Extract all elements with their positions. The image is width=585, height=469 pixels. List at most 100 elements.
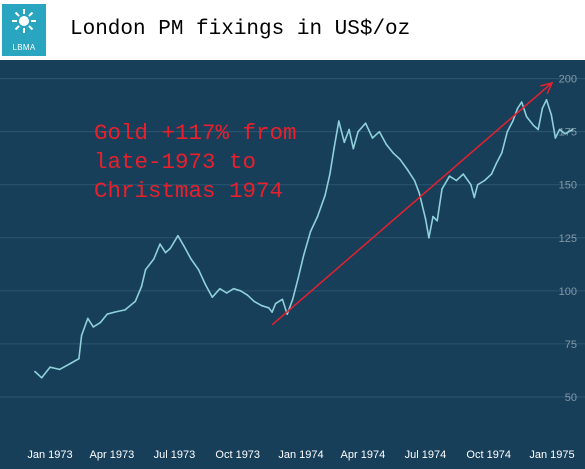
data-point [134, 300, 137, 303]
data-point [164, 251, 167, 254]
logo-text: LBMA [12, 43, 36, 52]
data-point [516, 107, 519, 110]
data-point [177, 234, 179, 237]
data-point [357, 130, 359, 133]
data-point [558, 128, 561, 131]
data-point [520, 101, 523, 103]
data-point [352, 147, 355, 150]
data-point [432, 215, 434, 218]
data-point [99, 321, 101, 324]
data-point [291, 298, 294, 301]
data-point [159, 243, 161, 245]
data-point [197, 268, 200, 271]
data-point [532, 124, 535, 127]
annotation-text: Gold +117% from late-1973 to Christmas 1… [94, 120, 297, 204]
data-point [58, 368, 61, 371]
data-point [545, 99, 548, 101]
data-point [219, 287, 221, 290]
data-point [106, 313, 108, 315]
data-point [470, 183, 472, 186]
data-point [333, 147, 335, 150]
chart-title: London PM fixings in US$/oz [70, 18, 411, 41]
data-point [286, 313, 289, 315]
data-point [506, 130, 509, 133]
data-point [246, 294, 249, 296]
data-point [441, 188, 443, 190]
data-point [92, 326, 95, 328]
data-point [571, 128, 574, 131]
data-point [204, 283, 207, 286]
trend-arrow-line [271, 82, 553, 326]
x-tick-label: Jan 1974 [278, 449, 323, 461]
data-point [436, 220, 439, 222]
data-point [406, 169, 409, 171]
data-point [378, 130, 381, 133]
data-point [80, 334, 83, 337]
data-point [371, 137, 374, 139]
data-point [413, 179, 416, 182]
data-point [225, 292, 228, 294]
plot-area: 50 75 100 125 150 175 200 Jan 1973 Apr 1973 Jul 1… [0, 60, 585, 469]
data-point [87, 317, 89, 320]
data-point [343, 141, 346, 144]
data-point [267, 307, 270, 309]
data-point [309, 230, 312, 233]
data-point [113, 311, 116, 313]
data-point [550, 113, 553, 116]
data-point [364, 122, 367, 124]
data-point [140, 285, 143, 288]
data-point [124, 309, 126, 311]
data-point [40, 377, 43, 379]
data-point [564, 133, 566, 135]
data-point [297, 277, 300, 279]
y-tick-label: 125 [559, 233, 577, 245]
data-point [455, 179, 458, 182]
sun-burst-icon [12, 9, 36, 33]
lbma-logo: LBMA [2, 4, 46, 56]
data-point [271, 311, 273, 313]
data-point [316, 215, 319, 218]
data-point [281, 298, 284, 301]
data-point [476, 183, 479, 186]
x-tick-label: Jan 1973 [27, 449, 72, 461]
header: LBMA London PM fixings in US$/oz [0, 0, 585, 60]
data-point [169, 247, 172, 250]
y-tick-label: 100 [559, 286, 577, 298]
data-point [78, 357, 80, 360]
data-point [211, 296, 214, 298]
x-tick-label: Jul 1974 [405, 449, 447, 461]
data-point [512, 120, 514, 122]
data-point [490, 173, 493, 175]
data-point [190, 258, 192, 260]
data-point [34, 370, 36, 373]
data-point [261, 304, 263, 307]
data-point [448, 175, 451, 177]
data-point [525, 116, 528, 118]
x-tick-label: Apr 1974 [341, 449, 386, 461]
data-point [495, 162, 498, 165]
data-point [49, 366, 51, 369]
data-point [462, 173, 465, 175]
trend-arrow-head [540, 81, 554, 95]
data-point [329, 173, 331, 175]
data-point [70, 362, 73, 364]
data-point [348, 128, 350, 131]
y-tick-label: 50 [565, 392, 577, 404]
x-tick-label: Jan 1975 [529, 449, 574, 461]
y-tick-label: 200 [559, 74, 577, 86]
data-point [324, 194, 326, 197]
data-point [144, 268, 147, 271]
x-tick-label: Apr 1973 [90, 449, 135, 461]
x-tick-label: Oct 1973 [215, 449, 260, 461]
data-point [232, 287, 235, 290]
data-point [483, 179, 486, 182]
x-tick-label: Oct 1974 [466, 449, 511, 461]
data-point [399, 158, 401, 161]
data-point [473, 196, 476, 199]
data-point [392, 152, 394, 154]
x-tick-label: Jul 1973 [154, 449, 196, 461]
y-tick-label: 75 [565, 339, 577, 351]
data-point [338, 120, 340, 122]
